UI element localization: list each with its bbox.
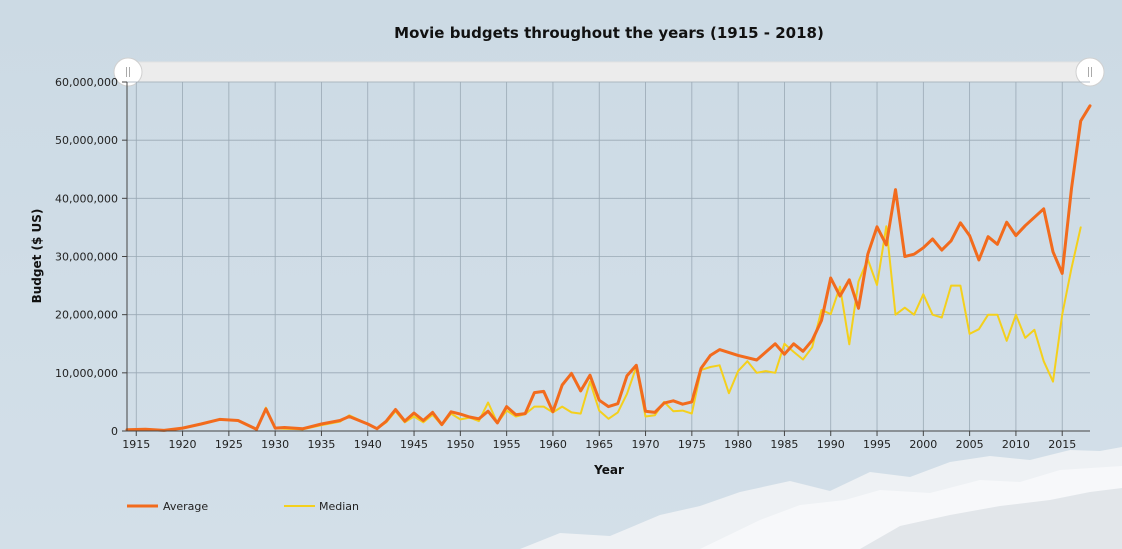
x-axis-ticks: 1915 1920 1925 1930 1935 1940 1945 1950 1955 1960… <box>122 431 1076 451</box>
range-slider-right-handle[interactable] <box>1075 57 1105 87</box>
x-tick-label: 1925 <box>215 438 243 451</box>
series-lines <box>125 104 1092 432</box>
x-tick-label: 1935 <box>307 438 335 451</box>
x-tick-label: 1930 <box>261 438 289 451</box>
y-tick-label: 20,000,000 <box>55 309 118 322</box>
x-tick-label: 1995 <box>863 438 891 451</box>
x-tick-label: 1965 <box>585 438 613 451</box>
x-tick-label: 1920 <box>169 438 197 451</box>
x-tick-label: 1970 <box>632 438 660 451</box>
x-tick-label: 1955 <box>493 438 521 451</box>
y-tick-label: 50,000,000 <box>55 134 118 147</box>
x-tick-label: 2015 <box>1048 438 1076 451</box>
legend-item-median[interactable]: Median <box>284 500 359 513</box>
y-tick-label: 40,000,000 <box>55 192 118 205</box>
legend: Average Median <box>127 500 359 513</box>
x-tick-label: 2010 <box>1002 438 1030 451</box>
x-tick-label: 1950 <box>446 438 474 451</box>
series-line-average <box>125 104 1092 432</box>
legend-label-average: Average <box>163 500 208 513</box>
y-tick-label: 0 <box>111 425 118 438</box>
legend-label-median: Median <box>319 500 359 513</box>
range-slider[interactable] <box>113 57 1105 87</box>
legend-item-average[interactable]: Average <box>127 500 208 513</box>
x-tick-label: 1960 <box>539 438 567 451</box>
x-tick-label: 1990 <box>817 438 845 451</box>
x-tick-label: 1985 <box>770 438 798 451</box>
x-tick-label: 2000 <box>909 438 937 451</box>
x-tick-label: 1980 <box>724 438 752 451</box>
series-line-median <box>126 225 1082 432</box>
y-tick-label: 10,000,000 <box>55 367 118 380</box>
y-axis-title: Budget ($ US) <box>30 209 44 304</box>
y-tick-label: 30,000,000 <box>55 251 118 264</box>
y-axis-ticks: 0 10,000,000 20,000,000 30,000,000 40,000,00… <box>55 76 127 438</box>
x-tick-label: 2005 <box>956 438 984 451</box>
range-slider-left-handle[interactable] <box>113 57 143 87</box>
x-tick-label: 1945 <box>400 438 428 451</box>
x-tick-label: 1940 <box>354 438 382 451</box>
range-slider-track[interactable] <box>126 61 1091 83</box>
grid <box>127 81 1090 431</box>
y-tick-label: 60,000,000 <box>55 76 118 89</box>
x-axis-title: Year <box>593 463 624 477</box>
x-tick-label: 1975 <box>678 438 706 451</box>
chart-title: Movie budgets throughout the years (1915… <box>394 24 824 42</box>
x-tick-label: 1915 <box>122 438 150 451</box>
